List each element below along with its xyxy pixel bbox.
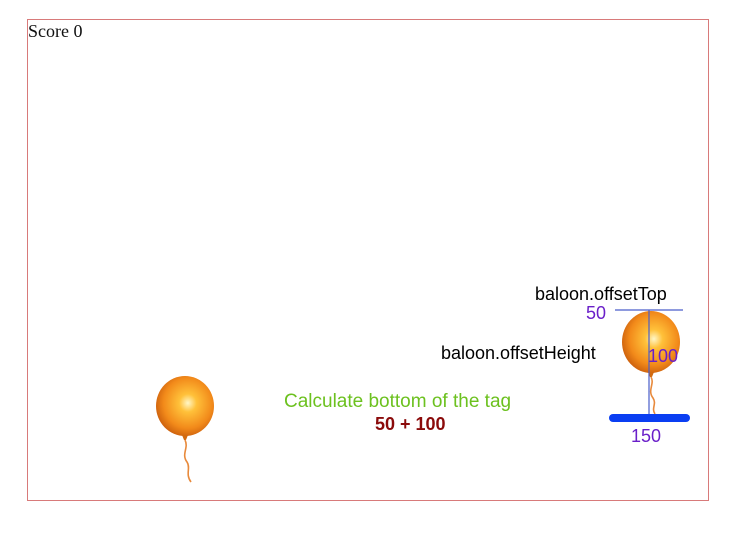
offset-height-value: 100 <box>648 346 679 366</box>
balloon-string <box>183 439 192 483</box>
offset-height-label: baloon.offsetHeight <box>441 343 596 363</box>
balloon-body <box>156 376 214 436</box>
caption-text: Calculate bottom of the tag <box>284 391 512 412</box>
bottom-value: 150 <box>631 426 662 446</box>
balloon-body <box>622 311 680 373</box>
balloon-string <box>649 376 656 415</box>
game-area[interactable] <box>27 19 709 501</box>
balloon-left[interactable] <box>155 376 215 486</box>
score-display: Score 0 <box>28 21 83 41</box>
formula-text: 50 + 100 <box>375 414 446 434</box>
balloon-knot <box>648 372 654 377</box>
offset-top-value: 50 <box>586 303 607 323</box>
offset-top-label: baloon.offsetTop <box>535 284 667 304</box>
balloon-knot <box>182 435 188 440</box>
